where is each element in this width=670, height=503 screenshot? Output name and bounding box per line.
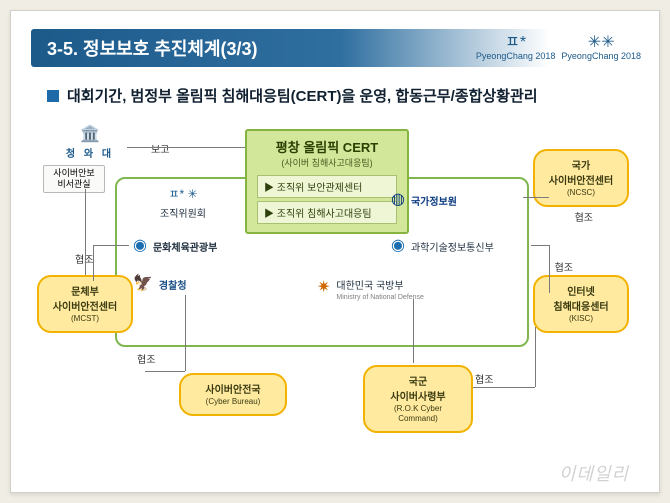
- logo-caption: PyeongChang 2018: [476, 51, 556, 61]
- bullet-icon: [47, 90, 59, 102]
- cheongwadae-label: 청 와 대: [66, 145, 114, 160]
- logo-caption: PyeongChang 2018: [561, 51, 641, 61]
- coop-kisc: 협조: [555, 259, 573, 274]
- slide-title: 3-5. 정보보호 추진체계(3/3): [31, 29, 549, 67]
- node-cheongwadae: 🏛️ 청 와 대: [55, 127, 125, 160]
- coop-cb: 협조: [137, 351, 155, 366]
- yellow-kisc: 인터넷 침해대응센터 (KISC): [533, 275, 629, 333]
- pocog-logo-icon: ㅍ* ✳: [168, 185, 197, 202]
- cert-line-2: ▶ 조직위 침해사고대응팀: [257, 201, 397, 224]
- node-pocog-label: 조직위원회: [133, 203, 233, 220]
- line-mnd-rokcc: [413, 299, 414, 363]
- mcst-icon: ◉: [133, 238, 147, 254]
- line-nis-ncsc: [523, 197, 549, 198]
- cert-subtitle: (사이버 침해사고대응팀): [257, 156, 397, 169]
- msit-icon: ◉: [391, 238, 405, 254]
- edge-report-line: [127, 147, 245, 148]
- coop-rokcc: 협조: [475, 371, 493, 386]
- line-bluehouse-down: [85, 189, 86, 275]
- line-mcst-left: [93, 245, 129, 246]
- yellow-mcst: 문체부 사이버안전센터 (MCST): [37, 275, 133, 333]
- nis-icon: ◍: [391, 192, 405, 208]
- slide-title-text: 3-5. 정보보호 추진체계(3/3): [47, 35, 258, 61]
- cyber-security-secretary-box: 사이버안보 비서관실: [43, 165, 105, 193]
- subtitle: 대회기간, 범정부 올림픽 침해대응팀(CERT)을 운영, 합동근무/종합상황…: [47, 85, 639, 106]
- paralympic-logo-icon: ✳✳ PyeongChang 2018: [561, 35, 641, 61]
- diagram-canvas: 🏛️ 청 와 대 사이버안보 비서관실 보고 평창 올림픽 CERT (사이버 …: [37, 119, 633, 470]
- cert-line-1: ▶ 조직위 보안관제센터: [257, 175, 397, 198]
- node-nis: ◍ 국가정보원: [391, 191, 521, 208]
- edge-report-label: 보고: [151, 141, 169, 156]
- watermark: 이데일리: [559, 460, 629, 486]
- line-police-cb-h: [145, 371, 185, 372]
- line-msit-kisc: [531, 245, 549, 246]
- mnd-icon: ✷: [317, 280, 330, 296]
- coop-ncsc: 협조: [575, 209, 593, 224]
- subtitle-text: 대회기간, 범정부 올림픽 침해대응팀(CERT)을 운영, 합동근무/종합상황…: [67, 85, 538, 106]
- bluehouse-icon: 🏛️: [80, 127, 100, 143]
- police-icon: 🦅: [133, 276, 153, 292]
- line-rokcc-right-v: [535, 327, 536, 387]
- node-mnd: ✷ 대한민국 국방부 Ministry of National Defense: [317, 275, 487, 301]
- cert-title: 평창 올림픽 CERT: [257, 137, 397, 156]
- line-msit-kisc-v: [549, 245, 550, 293]
- node-pocog: ㅍ* ✳: [133, 185, 233, 202]
- node-mcst: ◉ 문화체육관광부: [133, 237, 253, 254]
- line-police-cb: [185, 295, 186, 371]
- node-msit: ◉ 과학기술정보통신부: [391, 237, 541, 254]
- pyeongchang-logo-icon: ㅍ* PyeongChang 2018: [476, 35, 556, 61]
- line-rokcc-right: [473, 387, 535, 388]
- yellow-ncsc: 국가 사이버안전센터 (NCSC): [533, 149, 629, 207]
- yellow-cyberbureau: 사이버안전국 (Cyber Bureau): [179, 373, 287, 416]
- yellow-rokcc: 국군 사이버사령부 (R.O.K Cyber Command): [363, 365, 473, 433]
- center-cert-box: 평창 올림픽 CERT (사이버 침해사고대응팀) ▶ 조직위 보안관제센터 ▶…: [245, 129, 409, 234]
- header-logos: ㅍ* PyeongChang 2018 ✳✳ PyeongChang 2018: [476, 29, 641, 67]
- node-police: 🦅 경찰청: [133, 275, 253, 292]
